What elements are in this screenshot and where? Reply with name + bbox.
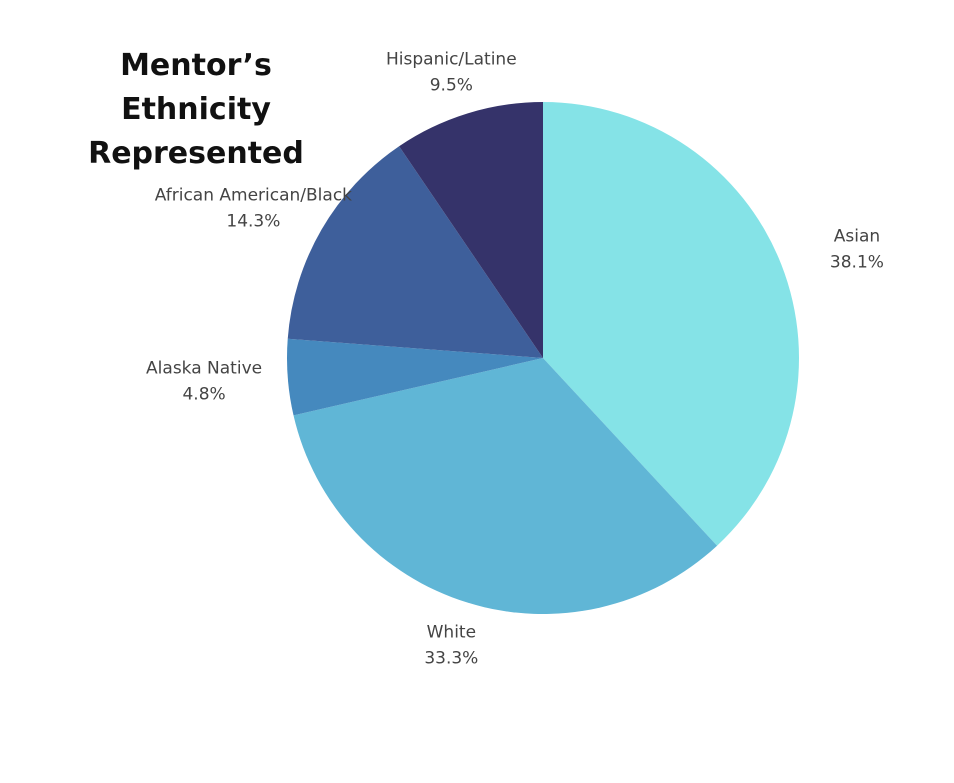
pie-slice xyxy=(287,338,543,416)
pie-slice xyxy=(543,102,800,546)
slice-label: African American/Black xyxy=(155,186,352,206)
pie-slice xyxy=(293,358,718,614)
value-label: 33.3% xyxy=(424,649,478,669)
value-label: 9.5% xyxy=(430,75,473,95)
value-label: 38.1% xyxy=(830,252,884,272)
pie-slice xyxy=(287,146,543,358)
slice-label: White xyxy=(427,623,476,643)
slice-label: Hispanic/Latine xyxy=(386,49,517,69)
chart-title: Mentor’s Ethnicity Represented xyxy=(88,48,304,171)
pie-slice xyxy=(399,102,543,358)
slice-label: Asian xyxy=(834,226,880,246)
value-label: 4.8% xyxy=(182,385,225,405)
value-label: 14.3% xyxy=(226,212,280,232)
slice-label: Alaska Native xyxy=(146,359,262,379)
